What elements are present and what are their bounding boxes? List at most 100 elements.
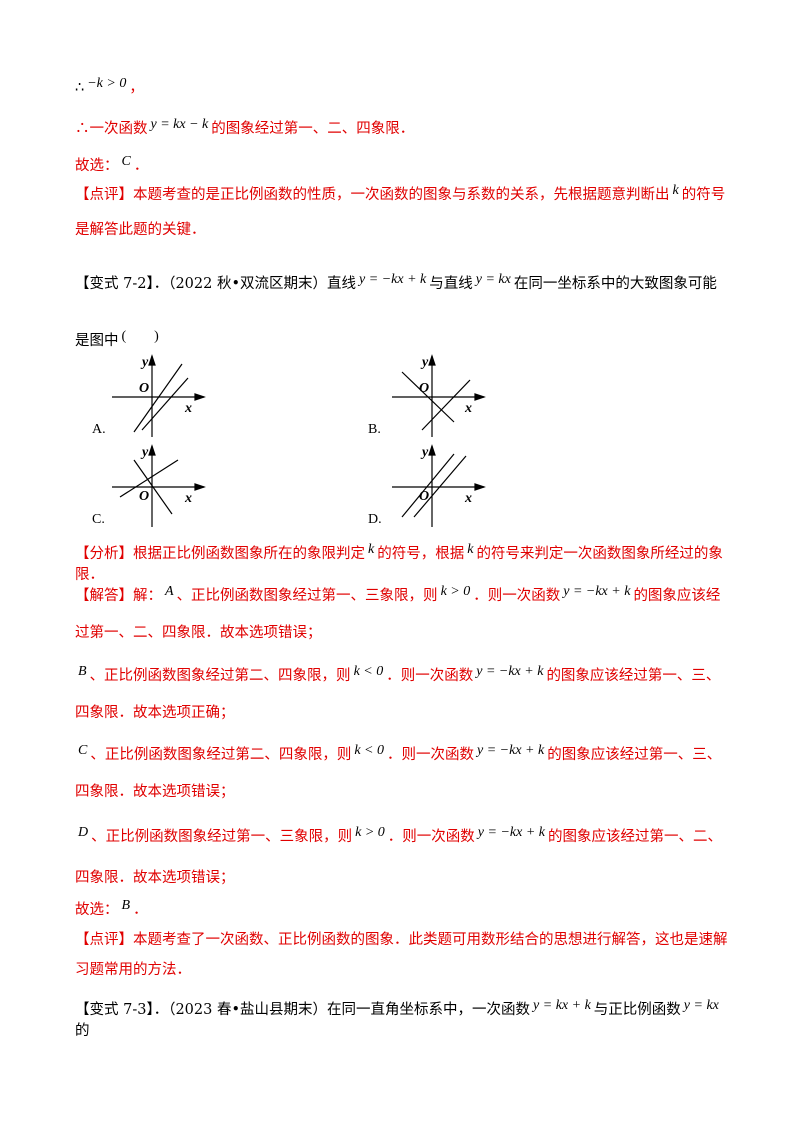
graph-line	[133, 363, 183, 433]
graph-line	[141, 377, 189, 431]
blank: ( )	[121, 329, 159, 344]
text: 的图象应该经过第一、二、四象限．故本选项错误；	[75, 588, 721, 641]
axis-label: x	[464, 491, 472, 506]
math: y = kx − k	[150, 117, 209, 132]
math: y = −kx + k	[476, 664, 544, 679]
text: 与直线	[429, 276, 473, 292]
paragraph: 【点评】本题考查了一次函数、正比例函数的图象．此类题可用数形结合的思想进行解答，…	[75, 925, 731, 985]
text: 的图象应该经过第一、二、四象限．故本选项错误；	[75, 829, 722, 886]
paragraph: 【解答】解： A 、正比例函数图象经过第一、三象限，则 k > 0 ．则一次函数 y = …	[75, 578, 731, 651]
math: D	[78, 825, 89, 840]
text: ．则一次函数	[473, 588, 561, 604]
text: 、正比例函数图象经过第二、四象限，则	[90, 747, 352, 763]
text: 【解答】解：	[75, 588, 162, 604]
text: 的符号，根据	[377, 546, 465, 562]
math: C	[78, 743, 88, 758]
paragraph: B 、正比例函数图象经过第二、四象限，则 k < 0 ．则一次函数 y = −kx + …	[75, 658, 731, 731]
text: 的图象应该经过第一、三、四象限．故本选项正确；	[75, 668, 721, 721]
graph-line	[401, 453, 455, 518]
axis-label: y	[420, 355, 429, 370]
axes	[392, 354, 486, 437]
math: C	[121, 154, 131, 169]
math: k > 0	[355, 825, 385, 840]
axes	[392, 444, 486, 527]
graph: y O x	[392, 444, 486, 527]
graph-line	[401, 371, 455, 423]
math: y = kx	[683, 998, 719, 1013]
text: 【变式 7-2】．（2022 秋•双流区期末）直线	[75, 276, 357, 292]
text: ∴一次函数	[75, 121, 148, 137]
option-label: D.	[368, 512, 382, 527]
math: y = kx + k	[533, 998, 591, 1013]
text: 【点评】本题考查了一次函数、正比例函数的图象．此类题可用数形结合的思想进行解答，…	[75, 932, 728, 978]
axis-label: x	[464, 401, 472, 416]
axis-label: y	[140, 445, 149, 460]
math: y = −kx + k	[477, 825, 545, 840]
origin-label: O	[419, 381, 429, 396]
math: −k > 0	[87, 76, 127, 91]
text: 【分析】根据正比例函数图象所在的象限判定	[75, 546, 365, 562]
text: 、正比例函数图象经过第一、三象限，则	[176, 588, 438, 604]
text: ，	[129, 80, 144, 96]
text: 在同一坐标系中的大致图象可能是图中	[75, 276, 717, 349]
text: 【变式 7-3】．（2023 春•盐山县期末）在同一直角坐标系中，一次函数	[75, 1002, 531, 1018]
question: 【变式 7-3】．（2023 春•盐山县期末）在同一直角坐标系中，一次函数 y =…	[75, 998, 731, 1040]
line: 【分析】根据正比例函数图象所在的象限判定 k 的符号，根据 k 的符号来判定一次函数图象…	[75, 542, 731, 584]
text: 故选：	[75, 158, 119, 174]
option-graph: y O x	[112, 352, 212, 441]
text: 故选：	[75, 902, 119, 918]
line: 故选： B ．	[75, 898, 731, 919]
option-label: C.	[92, 512, 105, 527]
math: y = kx	[475, 272, 511, 287]
paragraph: 【点评】本题考查的是正比例函数的性质，一次函数的图象与系数的关系，先根据题意判断…	[75, 178, 731, 247]
paragraph: D 、正比例函数图象经过第一、三象限，则 k > 0 ．则一次函数 y = −kx + …	[75, 817, 731, 898]
text: ．	[133, 902, 148, 918]
option-graph: y O x	[392, 442, 492, 531]
math: k < 0	[354, 743, 385, 758]
option-graph: y O x	[112, 442, 212, 531]
text: 、正比例函数图象经过第二、四象限，则	[89, 668, 351, 684]
graph: y O x	[112, 444, 206, 527]
graph: y O x	[392, 354, 486, 437]
graph-line	[119, 459, 179, 498]
axis-label: y	[140, 355, 149, 370]
graph-line	[133, 459, 173, 515]
math: B	[78, 664, 87, 679]
text: ．则一次函数	[387, 829, 475, 845]
text: 【点评】本题考查的是正比例函数的性质，一次函数的图象与系数的关系，先根据题意判断…	[75, 187, 670, 203]
origin-label: O	[139, 381, 149, 396]
text: ∴	[75, 80, 85, 96]
graph-line	[413, 455, 467, 518]
text: 的	[75, 1023, 90, 1039]
text: 的图象应该经过第一、三、四象限．故本选项错误；	[75, 747, 722, 800]
option-label: B.	[368, 422, 381, 437]
math: k < 0	[353, 664, 384, 679]
math: k	[368, 542, 375, 557]
text: ．则一次函数	[387, 747, 475, 763]
math: B	[121, 898, 131, 913]
axes	[112, 354, 206, 437]
graph: y O x	[112, 354, 206, 437]
origin-label: O	[419, 489, 429, 504]
graph-line	[421, 379, 471, 431]
axis-label: x	[184, 401, 192, 416]
line: 故选： C ．	[75, 154, 731, 175]
paragraph: C 、正比例函数图象经过第二、四象限，则 k < 0 ．则一次函数 y = −kx + …	[75, 737, 731, 810]
question: 【变式 7-2】．（2022 秋•双流区期末）直线 y = −kx + k 与直线 y…	[75, 256, 731, 370]
math: k	[467, 542, 474, 557]
math: y = −kx + k	[477, 743, 545, 758]
option-label: A.	[92, 422, 106, 437]
text: 的图象经过第一、二、四象限．	[211, 121, 415, 137]
axis-label: y	[420, 445, 429, 460]
math: k > 0	[440, 584, 471, 599]
option-graph: y O x	[392, 352, 492, 441]
text: ．	[133, 158, 149, 174]
text: 、正比例函数图象经过第一、三象限，则	[91, 829, 353, 845]
axes	[112, 444, 206, 527]
line: ∴ −k > 0，	[75, 76, 731, 97]
origin-label: O	[139, 489, 149, 504]
text: 的符号是解答此题的关键．	[75, 187, 726, 238]
math: y = −kx + k	[359, 272, 427, 287]
text: ．则一次函数	[386, 668, 474, 684]
